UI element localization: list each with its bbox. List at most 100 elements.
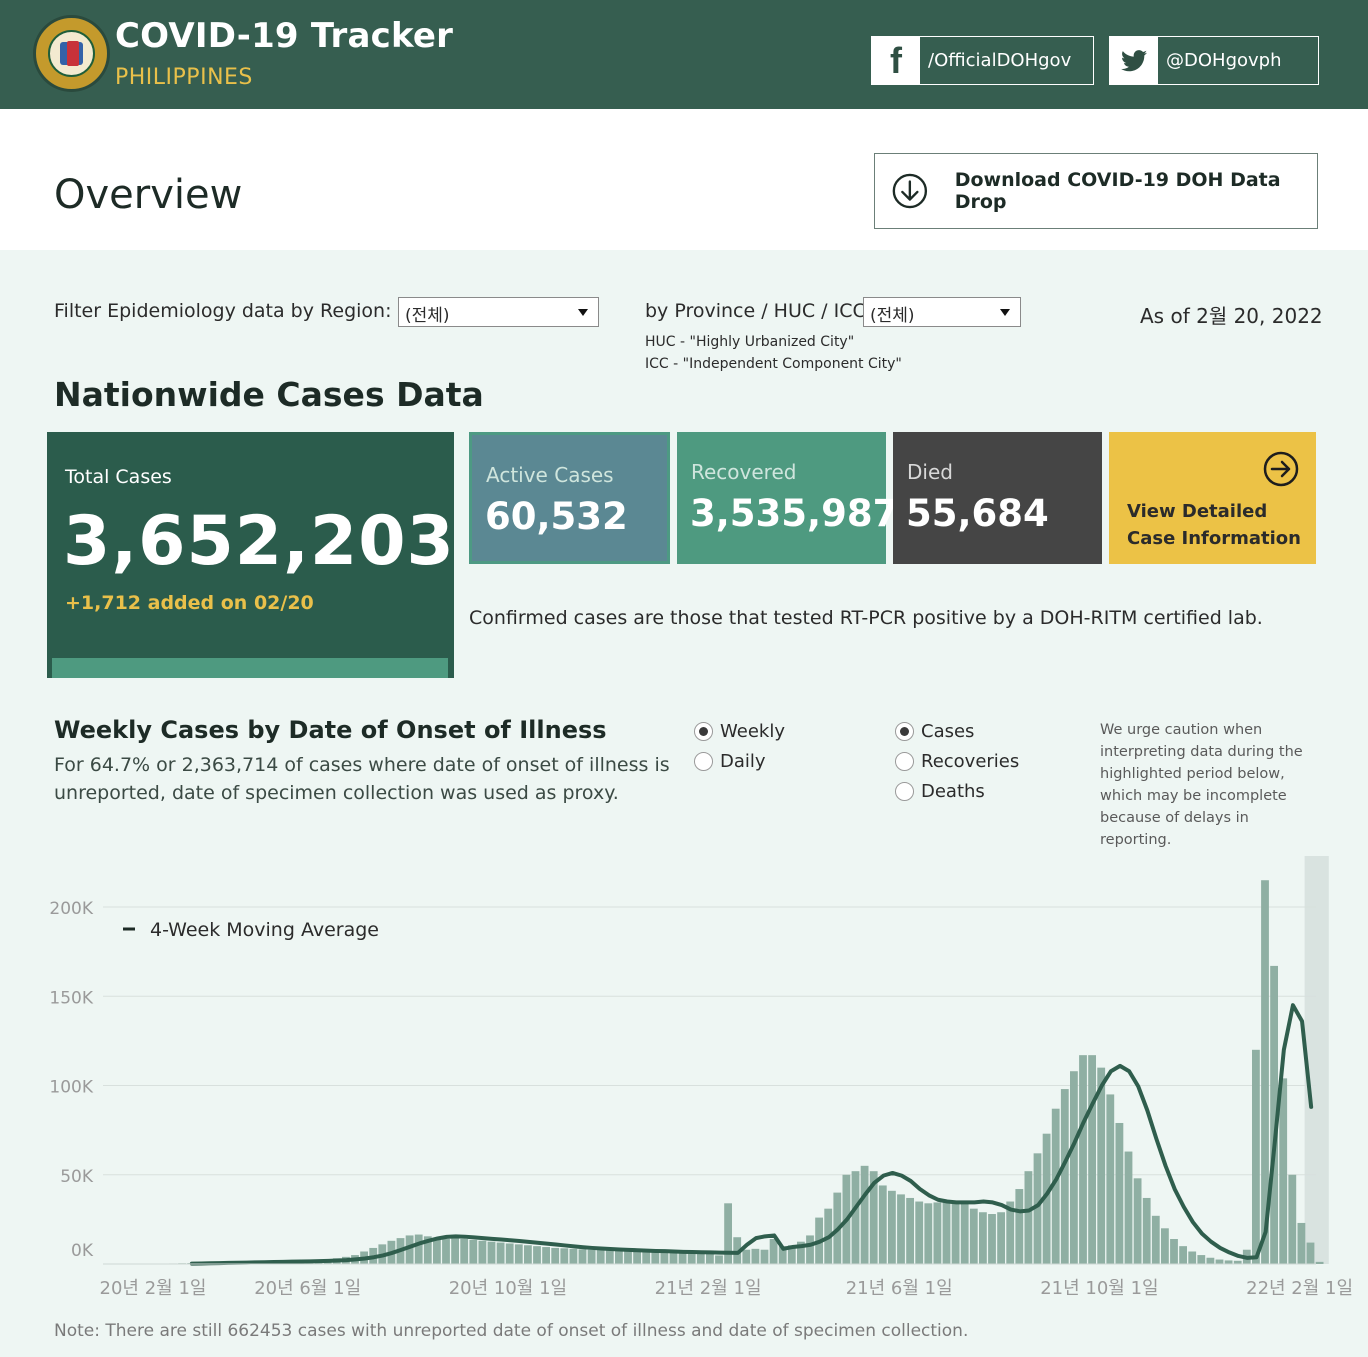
radio-weekly[interactable]: Weekly <box>694 721 785 742</box>
y-tick-label: 150K <box>49 988 93 1008</box>
region-select[interactable]: (전체) <box>398 297 599 327</box>
weekly-bar <box>414 1234 423 1264</box>
twitter-link[interactable]: @DOHgovph <box>1109 36 1319 85</box>
x-tick-label: 20년 2월 1일 <box>100 1278 207 1299</box>
weekly-bar <box>615 1250 623 1264</box>
weekly-bar <box>1124 1151 1133 1264</box>
weekly-bar <box>1015 1189 1024 1264</box>
weekly-bar <box>915 1201 924 1264</box>
weekly-bar <box>869 1171 878 1264</box>
radio-recoveries[interactable]: Recoveries <box>895 751 1019 772</box>
view-detailed-case-info-button[interactable]: View Detailed Case Information <box>1109 432 1316 564</box>
weekly-bar <box>478 1240 487 1264</box>
weekly-bar <box>1252 1049 1260 1264</box>
weekly-bar <box>596 1250 605 1264</box>
total-cases-value: 3,652,203 <box>63 502 455 581</box>
icc-note: ICC - "Independent Component City" <box>645 356 902 372</box>
radio-cases[interactable]: Cases <box>895 721 974 742</box>
weekly-bar <box>1133 1178 1142 1264</box>
weekly-bar <box>587 1249 596 1264</box>
download-button-label: Download COVID-19 DOH Data Drop <box>954 169 1281 213</box>
weekly-bar <box>487 1241 496 1264</box>
weekly-bar <box>1060 1089 1069 1264</box>
weekly-bar <box>1315 1261 1324 1264</box>
x-tick-label: 22년 2월 1일 <box>1246 1278 1353 1299</box>
weekly-bar <box>651 1251 660 1264</box>
weekly-bar <box>687 1252 696 1264</box>
weekly-bar <box>969 1208 978 1264</box>
facebook-handle: /OfficialDOHgov <box>928 50 1072 71</box>
weekly-bar <box>979 1212 987 1264</box>
weekly-bar <box>1297 1222 1306 1264</box>
facebook-link[interactable]: f /OfficialDOHgov <box>871 36 1094 85</box>
as-of-date: As of 2월 20, 2022 <box>1140 304 1323 328</box>
top-header: COVID-19 Tracker PHILIPPINES f /Official… <box>0 0 1368 109</box>
radio-deaths[interactable]: Deaths <box>895 781 985 802</box>
weekly-bar <box>405 1235 414 1264</box>
weekly-bar <box>1279 1078 1288 1264</box>
weekly-bar <box>505 1243 514 1264</box>
weekly-bar <box>724 1203 732 1264</box>
x-tick-label: 21년 2월 1일 <box>655 1278 762 1299</box>
weekly-bar <box>578 1249 587 1264</box>
radio-unselected-icon <box>694 752 713 771</box>
active-cases-value: 60,532 <box>485 495 628 538</box>
weekly-bar <box>696 1252 705 1264</box>
weekly-bar <box>423 1236 432 1264</box>
radio-unselected-icon <box>895 752 914 771</box>
weekly-bar <box>787 1245 796 1264</box>
active-cases-card[interactable]: Active Cases 60,532 <box>469 432 670 564</box>
total-cases-card: Total Cases 3,652,203 +1,712 added on 02… <box>47 432 454 678</box>
total-cases-label: Total Cases <box>65 466 172 488</box>
x-tick-label: 20년 10월 1일 <box>449 1278 567 1299</box>
arrow-right-circle-icon <box>1263 451 1299 487</box>
weekly-chart-title: Weekly Cases by Date of Onset of Illness <box>54 716 607 744</box>
weekly-bar <box>1224 1260 1233 1264</box>
weekly-bar <box>1006 1201 1015 1264</box>
chevron-down-icon <box>1000 309 1010 316</box>
died-card[interactable]: Died 55,684 <box>893 432 1102 564</box>
weekly-bar <box>942 1201 951 1264</box>
weekly-bar <box>660 1252 669 1264</box>
weekly-bar <box>742 1249 751 1264</box>
footnote: Note: There are still 662453 cases with … <box>54 1321 969 1341</box>
weekly-bar <box>460 1239 469 1264</box>
province-select[interactable]: (전체) <box>863 297 1021 327</box>
recovered-value: 3,535,987 <box>690 492 899 535</box>
caution-note: We urge caution when interpreting data d… <box>1100 722 1303 848</box>
weekly-bar <box>1097 1067 1106 1264</box>
weekly-bar <box>1170 1239 1178 1264</box>
recovered-card[interactable]: Recovered 3,535,987 <box>677 432 898 564</box>
weekly-bar <box>1106 1094 1115 1264</box>
weekly-bar <box>988 1214 996 1264</box>
weekly-bar <box>769 1239 778 1264</box>
weekly-bar <box>878 1185 887 1264</box>
weekly-bar <box>1142 1197 1151 1264</box>
facebook-icon: f <box>872 37 920 84</box>
weekly-bar <box>569 1248 578 1264</box>
weekly-bar <box>1024 1171 1033 1264</box>
y-tick-label: 50K <box>60 1167 94 1187</box>
weekly-bar <box>560 1248 569 1264</box>
download-data-drop-button[interactable]: Download COVID-19 DOH Data Drop <box>874 153 1318 229</box>
weekly-bar <box>851 1171 860 1264</box>
weekly-bar <box>706 1252 714 1264</box>
doh-seal-logo <box>33 15 110 92</box>
confirmed-cases-note: Confirmed cases are those that tested RT… <box>469 607 1263 629</box>
weekly-bar <box>1051 1108 1060 1264</box>
weekly-bar <box>451 1238 459 1264</box>
weekly-bar <box>960 1203 969 1264</box>
weekly-bar <box>733 1237 742 1264</box>
x-tick-label: 21년 10월 1일 <box>1040 1278 1158 1299</box>
weekly-bar <box>542 1247 550 1264</box>
province-select-value: (전체) <box>870 306 915 326</box>
radio-selected-icon <box>895 722 914 741</box>
radio-unselected-icon <box>895 782 914 801</box>
weekly-bar <box>1179 1246 1187 1264</box>
twitter-handle: @DOHgovph <box>1166 50 1282 71</box>
weekly-bar <box>1070 1071 1078 1264</box>
weekly-bar <box>1151 1215 1160 1264</box>
view-detailed-label: View Detailed Case Information <box>1127 501 1301 549</box>
weekly-bar <box>469 1239 478 1264</box>
radio-daily[interactable]: Daily <box>694 751 766 772</box>
